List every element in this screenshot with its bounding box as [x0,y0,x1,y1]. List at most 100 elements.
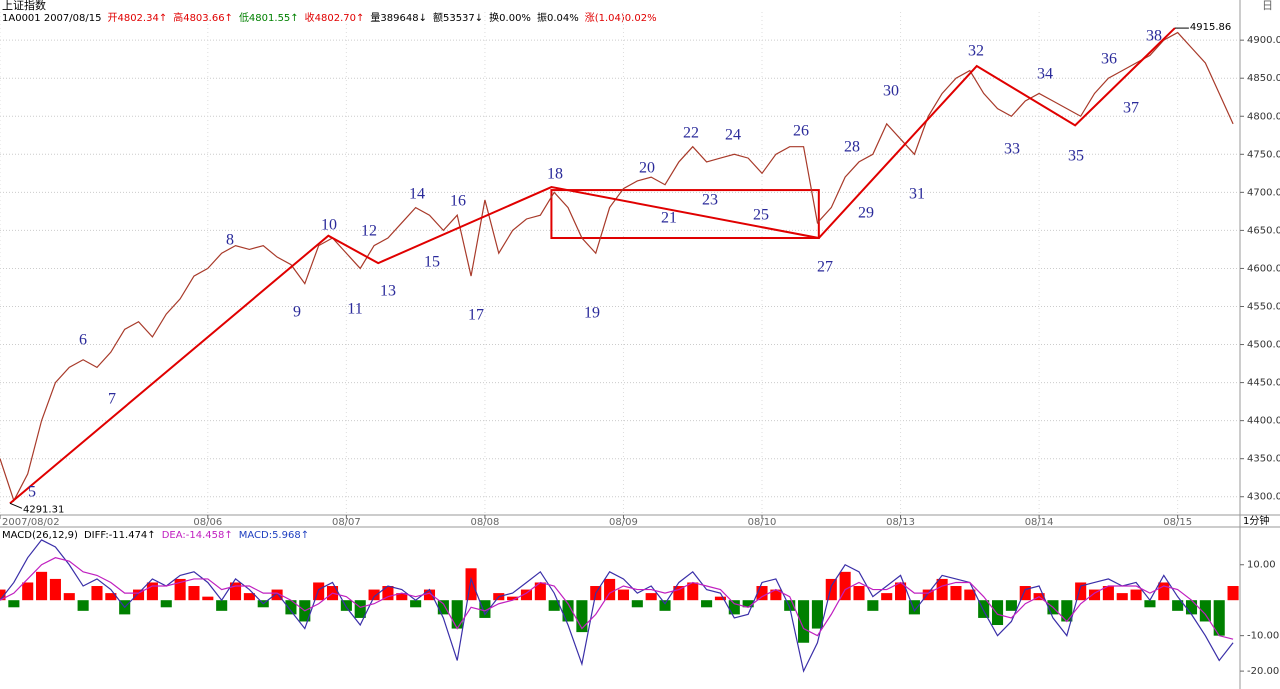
wave-label: 30 [883,83,899,100]
macd-bar [562,600,574,622]
low-label: 4291.31 [23,504,64,515]
macd-bar [1102,586,1114,601]
macd-bar [936,578,948,601]
macd-bar [146,582,158,601]
macd-bar [1075,582,1087,601]
macd-bar [839,571,851,601]
macd-bar [604,578,616,601]
x-tick-label: 08/14 [1025,517,1054,528]
macd-bar [451,600,463,629]
macd-bar [645,593,657,601]
quote-item: 高4803.66↑ [173,11,233,24]
y-tick-label: -20.00 [1247,666,1279,677]
quote-item: 换0.00% [489,11,531,24]
wave-label: 27 [817,259,833,276]
macd-bar [1005,600,1017,611]
macd-bar [160,600,172,608]
macd-bar [437,600,449,615]
macd-bar [49,578,61,601]
panel-title: MACD(26,12,9) [2,530,78,541]
macd-bar [1213,600,1225,636]
macd-bar [1088,589,1101,601]
wave-label: 29 [858,205,874,222]
wave-label: 25 [753,207,769,224]
macd-bar [174,578,186,601]
legend-entry: DIFF:-11.474↑ [84,530,156,541]
wave-label: 15 [424,254,440,271]
macd-bar [22,582,34,601]
y-tick-label: 4850.00 [1247,73,1280,84]
wave-label: 34 [1037,66,1053,83]
high-label: 4915.86 [1190,22,1231,33]
wave-label: 19 [584,305,600,322]
wave-label: 18 [547,166,563,183]
wave-line [9,27,1176,505]
macd-bar [216,600,228,611]
legend-entry: DEA:-14.458↑ [162,530,233,541]
macd-bar [479,600,491,618]
wave-label: 23 [702,192,718,209]
macd-bar [1130,589,1142,601]
range-box [550,189,820,240]
macd-bar [784,600,796,611]
macd-bar [396,593,408,601]
macd-bar [465,568,477,601]
quote-item: 收4802.70↑ [305,11,365,24]
y-tick-label: -10.00 [1247,631,1279,642]
macd-bar [105,593,117,601]
macd-bar [188,586,200,601]
macd-bar [978,600,990,618]
x-tick-label: 08/08 [471,517,500,528]
wave-label: 6 [79,332,87,349]
macd-bar [867,600,879,611]
wave-label: 20 [639,160,655,177]
macd-bar [1227,586,1239,601]
macd-bar [1116,593,1128,601]
macd-bar [798,600,810,643]
wave-label: 9 [293,304,301,321]
macd-bar [520,589,533,601]
wave-label: 7 [108,391,116,408]
y-tick-label: 4750.00 [1247,149,1280,160]
macd-bar [0,589,6,601]
macd-bar [1185,600,1198,615]
macd-bar [1061,600,1073,622]
macd-line [0,539,1234,673]
wave-label: 32 [968,43,984,60]
period-label: 1分钟 [1243,514,1269,527]
macd-bar [576,600,588,633]
wave-label: 31 [909,186,925,203]
macd-bar [354,600,366,618]
macd-bar [340,600,352,611]
y-tick-label: 10.00 [1247,560,1276,571]
macd-bar [36,571,48,601]
macd-bar [825,578,837,601]
wave-label: 21 [661,210,677,227]
wave-label: 22 [683,125,699,142]
wave-label: 10 [321,217,337,234]
macd-bar [895,582,907,601]
x-tick-label: 08/07 [332,517,361,528]
macd-bar [922,589,934,601]
wave-label: 26 [793,123,809,140]
wave-label: 5 [28,484,36,501]
macd-bar [881,593,893,601]
macd-bar [687,582,699,601]
y-tick-label: 4400.00 [1247,416,1280,427]
y-tick-label: 4600.00 [1247,263,1280,274]
wave-label: 36 [1101,51,1117,68]
x-tick-label: 08/06 [193,517,222,528]
x-tick-label: 08/10 [748,517,777,528]
wave-label: 12 [361,223,377,240]
y-tick-label: 4900.00 [1247,35,1280,46]
macd-bar [964,589,976,601]
macd-bar [534,582,546,601]
y-tick-label: 4500.00 [1247,340,1280,351]
quote-item: 低4801.55↑ [239,11,299,24]
x-tick-label: 08/13 [886,517,915,528]
macd-bar [811,600,823,629]
x-tick-label: 08/15 [1163,517,1192,528]
macd-bar [243,593,255,601]
chart-title: 上证指数 [2,0,46,12]
wave-label: 37 [1123,100,1139,117]
